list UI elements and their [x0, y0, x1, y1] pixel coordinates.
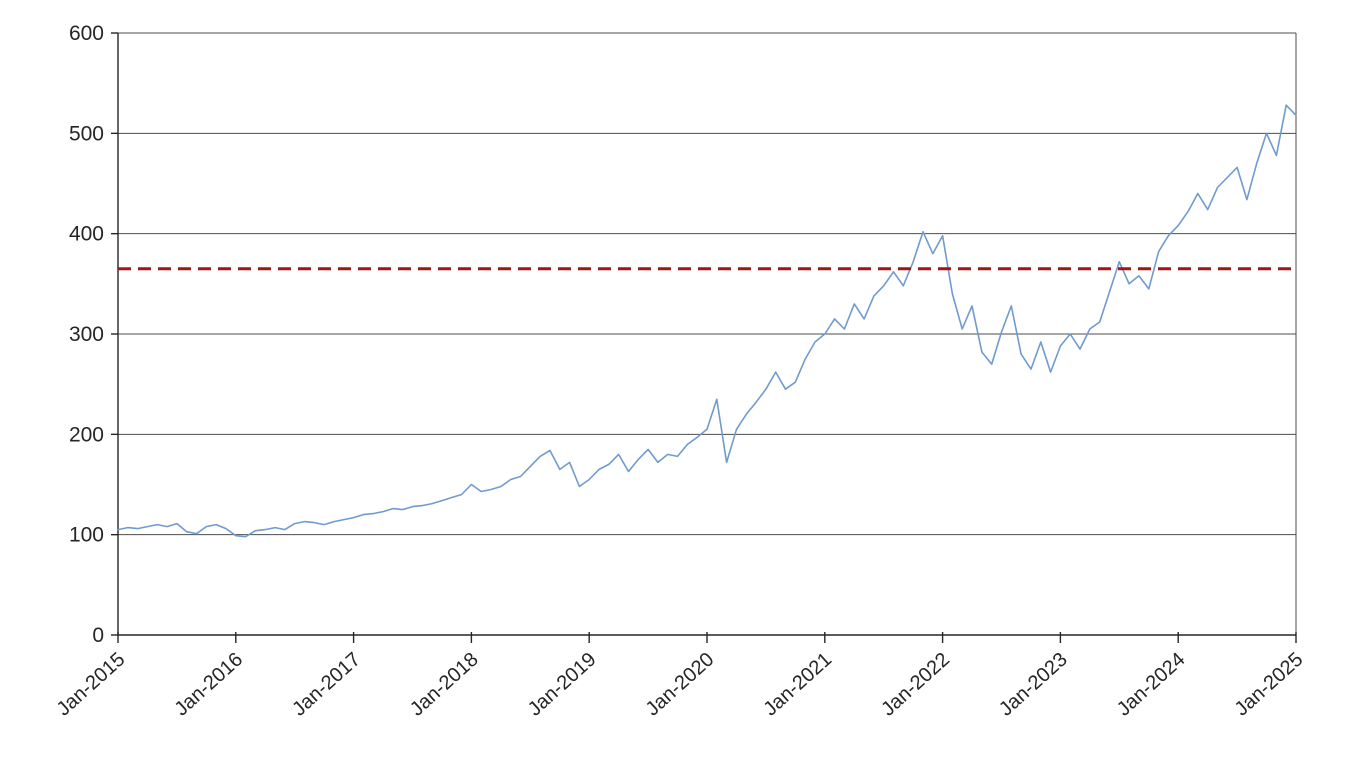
series [117, 104, 1297, 538]
x-tick-label: Jan-2023 [995, 648, 1072, 720]
x-tick-label: Jan-2022 [877, 648, 954, 720]
y-axis-labels: 0 100 200 300 400 500 600 [69, 22, 118, 647]
y-tick-label: 200 [69, 423, 104, 446]
x-tick-label: Jan-2019 [524, 648, 601, 720]
x-tick-label: Jan-2015 [53, 648, 130, 720]
x-tick-label: Jan-2025 [1231, 648, 1308, 720]
y-tick-label: 100 [69, 524, 104, 547]
x-tick-label: Jan-2018 [406, 648, 483, 720]
x-tick-label: Jan-2017 [288, 648, 365, 720]
x-tick-label: Jan-2021 [759, 648, 836, 720]
gridlines [118, 32, 1296, 536]
x-tick-label: Jan-2020 [642, 648, 719, 720]
data-line-index-line [117, 104, 1297, 538]
y-tick-label: 400 [69, 223, 104, 246]
x-tick-label: Jan-2024 [1113, 648, 1190, 720]
x-axis-labels: Jan-2015 Jan-2016 Jan-2017 Jan-2018 Jan-2019… [53, 632, 1308, 721]
y-tick-label: 600 [69, 22, 104, 45]
y-tick-label: 500 [69, 122, 104, 145]
y-tick-label: 0 [92, 624, 104, 647]
x-tick-label: Jan-2016 [170, 648, 247, 720]
y-tick-label: 300 [69, 323, 104, 346]
